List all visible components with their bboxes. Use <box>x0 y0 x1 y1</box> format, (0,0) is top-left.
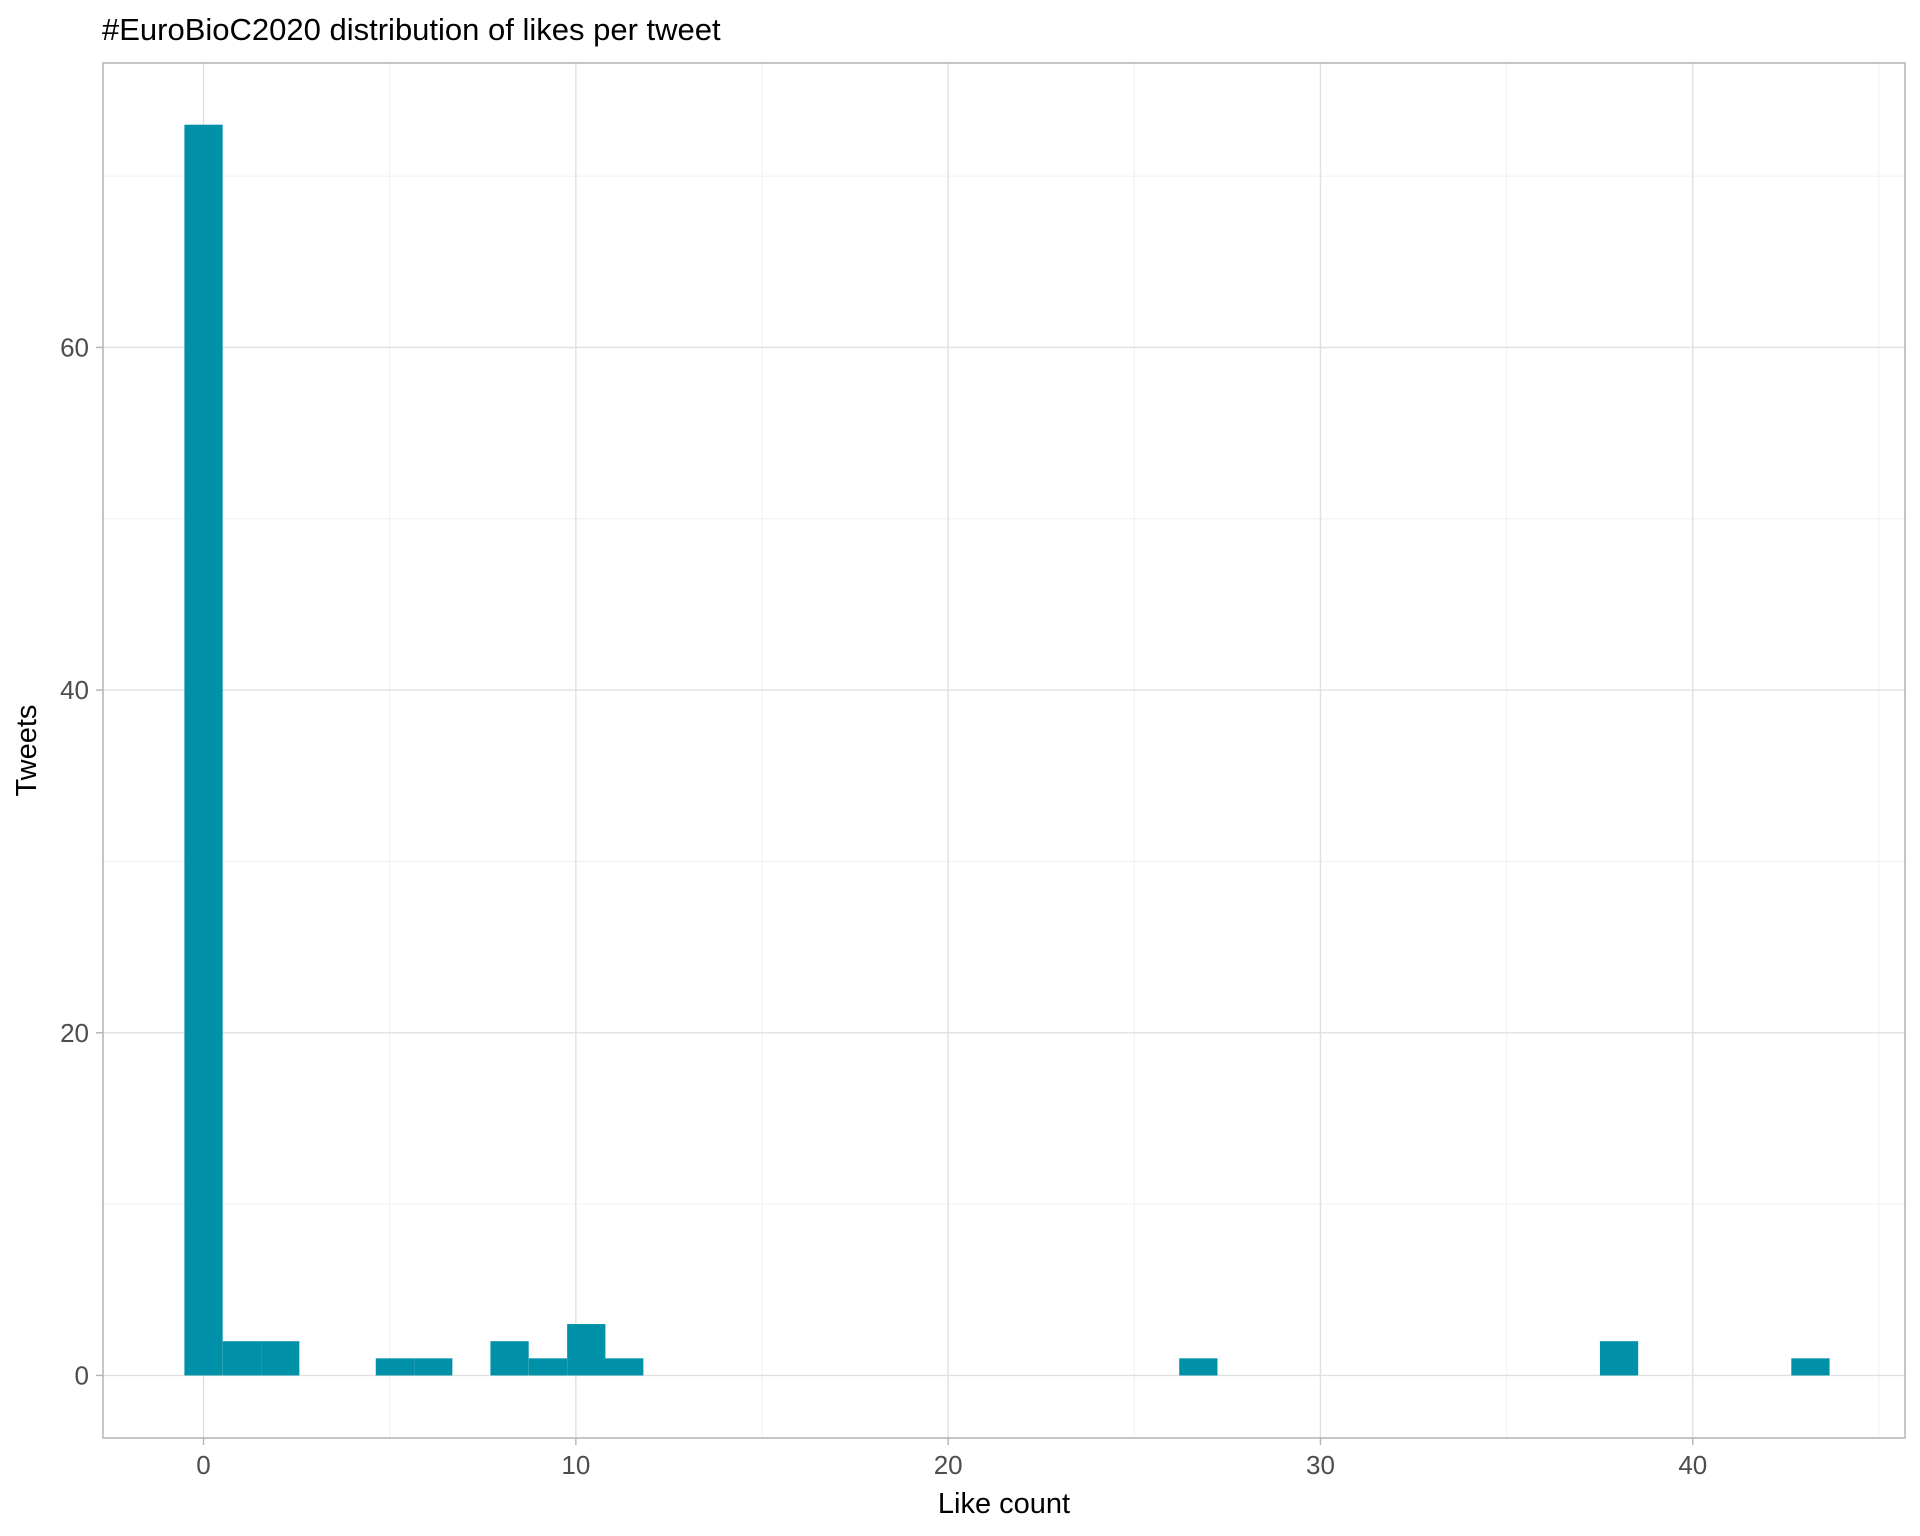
x-tick-label: 0 <box>196 1450 210 1480</box>
x-tick-label: 20 <box>934 1450 963 1480</box>
x-tick-label: 40 <box>1678 1450 1707 1480</box>
histogram-bar <box>605 1358 644 1376</box>
y-tick-label: 40 <box>60 675 89 705</box>
chart-title: #EuroBioC2020 distribution of likes per … <box>102 12 721 47</box>
major-gridlines <box>103 63 1905 1438</box>
histogram-bar <box>375 1358 415 1376</box>
axis-ticks <box>96 346 1694 1445</box>
histogram-bar <box>184 124 223 1376</box>
x-tick-label: 30 <box>1306 1450 1335 1480</box>
y-tick-label: 0 <box>75 1360 89 1390</box>
histogram-bar <box>567 1324 606 1376</box>
histogram-bar <box>1179 1358 1218 1376</box>
histogram-bar <box>1599 1341 1639 1376</box>
histogram-bar <box>1791 1358 1830 1376</box>
histogram-bar <box>222 1341 262 1376</box>
histogram-bar <box>490 1341 529 1376</box>
histogram-bar <box>528 1358 568 1376</box>
y-axis-title: Tweets <box>11 705 43 797</box>
histogram-bar <box>261 1341 300 1376</box>
histogram-bars <box>184 124 1830 1376</box>
y-axis-tick-labels: 0 20 40 60 <box>60 332 89 1390</box>
x-axis-title: Like count <box>938 1488 1070 1520</box>
histogram-bar <box>414 1358 453 1376</box>
minor-gridlines <box>103 63 1905 1438</box>
y-tick-label: 60 <box>60 332 89 362</box>
x-tick-label: 10 <box>561 1450 590 1480</box>
plot-panel-border <box>102 62 1906 1439</box>
y-tick-label: 20 <box>60 1018 89 1048</box>
x-axis-tick-labels: 0 10 20 30 40 <box>196 1450 1707 1480</box>
